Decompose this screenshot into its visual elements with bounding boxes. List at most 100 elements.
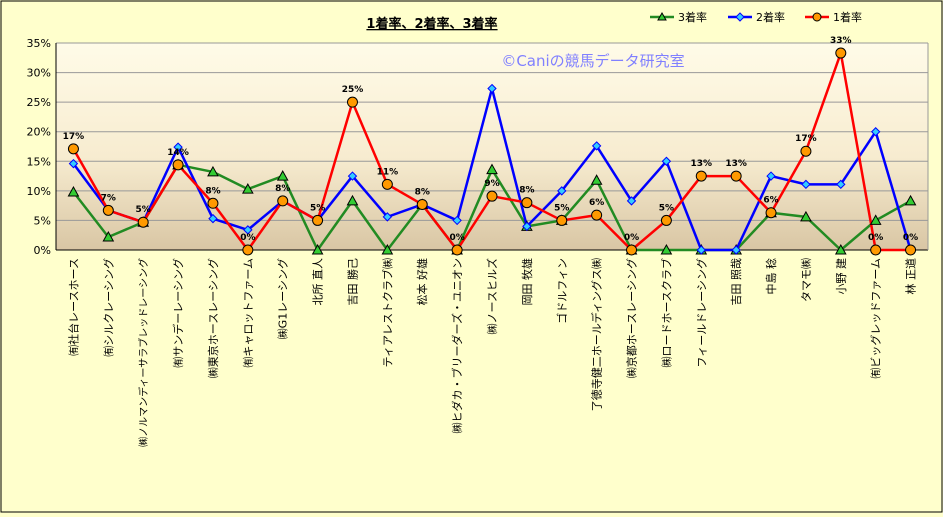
data-point: [869, 214, 882, 225]
data-point: [766, 171, 776, 181]
legend-label: 1着率: [833, 10, 862, 24]
data-point: [834, 243, 847, 255]
legend-marker: [657, 11, 667, 21]
x-axis: ㈲社台レースホース ㈲シルクレーシング ㈱ノルマンディーサラブレッドレーシング ㈲サン…: [66, 258, 917, 447]
y-tick-label: 20%: [27, 126, 51, 139]
data-label: 0%: [868, 233, 883, 243]
data-label: 0%: [903, 233, 918, 243]
data-labels: 17% 7% 5% 14% 8% 0% 8% 5% 25% 11% 8% 0% 9% 8% 5% 6% 0% 5%…: [63, 36, 919, 243]
x-tick-label: 北所 直人: [311, 258, 325, 306]
data-label: 33%: [830, 36, 852, 46]
data-label: 6%: [589, 198, 604, 208]
data-point: [765, 207, 777, 219]
data-point: [381, 243, 394, 255]
data-label: 5%: [310, 203, 325, 213]
data-point: [487, 83, 497, 94]
data-point: [346, 96, 358, 108]
x-tick-label: ㈲キャロットファーム: [242, 258, 255, 368]
data-point: [416, 198, 428, 210]
x-tick-label: ゴドルフィン: [555, 258, 569, 324]
data-label: 0%: [449, 233, 464, 243]
data-point: [67, 186, 80, 197]
data-point: [207, 197, 219, 209]
data-point: [661, 156, 672, 166]
x-tick-label: ㈲ビッグレッドファーム: [869, 258, 883, 379]
data-point: [381, 178, 393, 190]
data-point: [904, 194, 917, 206]
data-point: [102, 204, 114, 216]
data-label: 17%: [795, 134, 817, 144]
data-point: [801, 179, 811, 190]
x-tick-label: ㈱東京ホースレーシング: [206, 258, 220, 378]
data-label: 8%: [415, 187, 430, 197]
chart-title: 1着率、2着率、3着率: [366, 16, 497, 32]
data-label: 7%: [101, 193, 116, 203]
data-label: 6%: [763, 196, 778, 206]
y-tick-label: 35%: [27, 37, 51, 50]
data-point: [243, 225, 253, 235]
x-tick-label: タマモ㈱: [800, 258, 813, 302]
data-point: [207, 165, 219, 177]
y-tick-label: 0%: [34, 244, 51, 257]
data-point: [556, 214, 568, 226]
data-point: [660, 214, 672, 226]
data-point: [208, 213, 218, 224]
y-tick-label: 10%: [27, 185, 51, 198]
data-point: [276, 170, 289, 181]
data-label: 25%: [342, 85, 364, 95]
data-point: [870, 127, 881, 137]
data-label: 11%: [377, 167, 399, 177]
data-point: [731, 245, 741, 255]
data-point: [102, 230, 115, 242]
data-label: 5%: [659, 203, 674, 213]
legend: 3着率 2着率 1着率: [650, 10, 862, 24]
x-tick-label: ㈱京都ホースレーシング: [625, 258, 639, 378]
plot-area: [56, 43, 928, 250]
data-point: [696, 245, 706, 255]
data-point: [590, 174, 603, 185]
data-label: 8%: [519, 186, 534, 196]
data-point: [730, 170, 742, 182]
data-label: 13%: [725, 159, 747, 169]
y-axis: 0% 5% 10% 15% 20% 25% 30% 35%: [27, 37, 929, 257]
data-point: [346, 194, 359, 206]
data-point: [242, 244, 254, 256]
data-point: [591, 209, 603, 221]
x-tick-label: 林 正道: [904, 258, 918, 295]
data-point: [800, 210, 812, 222]
x-tick-label: 吉田 照哉: [729, 258, 743, 306]
legend-marker: [735, 12, 745, 22]
x-tick-label: ㈲サンデーレーシング: [171, 258, 185, 368]
data-point: [137, 216, 149, 228]
data-point: [835, 47, 847, 59]
data-label: 5%: [136, 205, 151, 215]
data-label: 8%: [275, 184, 290, 194]
data-point: [521, 197, 533, 209]
data-label: 0%: [240, 233, 255, 243]
x-tick-label: 中島 稔: [764, 258, 778, 295]
data-point: [557, 186, 567, 196]
data-point: [486, 190, 498, 202]
data-point: [277, 195, 289, 207]
legend-label: 3着率: [678, 10, 707, 24]
y-tick-label: 25%: [27, 96, 51, 109]
data-point: [347, 171, 358, 181]
x-tick-label: ㈱ロードホースクラブ: [659, 258, 673, 367]
x-tick-label: ㈱ノースヒルズ: [485, 258, 499, 334]
legend-label: 2着率: [756, 10, 785, 24]
data-point: [836, 179, 846, 190]
data-point: [800, 145, 812, 157]
x-tick-label: ㈲社台レースホース: [66, 258, 80, 356]
x-tick-label: 吉田 勝己: [345, 258, 359, 306]
data-point: [312, 214, 324, 226]
x-tick-label: 小野 建: [834, 258, 848, 295]
data-point: [905, 244, 917, 256]
x-tick-label: フィールドレーシング: [694, 258, 708, 368]
data-point: [382, 212, 393, 222]
data-label: 17%: [63, 132, 85, 142]
data-label: 0%: [624, 233, 639, 243]
data-point: [173, 142, 183, 152]
x-tick-label: 了徳寺健二ホールディングス㈱: [590, 258, 604, 411]
